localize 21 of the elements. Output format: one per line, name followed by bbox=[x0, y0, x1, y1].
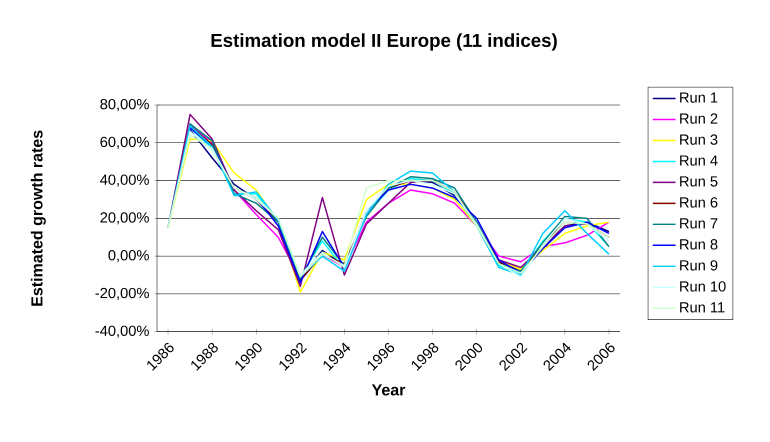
legend-label: Run 3 bbox=[680, 134, 718, 145]
y-tick-label: 0,00% bbox=[108, 250, 149, 262]
y-tick-label: 20,00% bbox=[100, 212, 149, 224]
legend-label: Run 1 bbox=[680, 92, 718, 103]
y-tick-label: -20,00% bbox=[95, 288, 149, 300]
legend-label: Run 4 bbox=[680, 155, 718, 166]
legend-label: Run 2 bbox=[680, 113, 718, 124]
legend-label: Run 7 bbox=[680, 218, 718, 228]
legend-label: Run 11 bbox=[680, 302, 724, 313]
y-axis-title: Estimated growth rates bbox=[30, 130, 46, 306]
x-axis-title: Year bbox=[372, 384, 406, 396]
y-tick-label: 60,00% bbox=[100, 136, 149, 149]
legend-label: Run 10 bbox=[680, 281, 726, 292]
y-tick-label: 80,00% bbox=[100, 98, 149, 112]
legend-label: Run 6 bbox=[680, 197, 718, 208]
y-tick-label: 40,00% bbox=[100, 174, 149, 187]
legend-label: Run 9 bbox=[680, 260, 718, 271]
chart-title: Estimation model II Europe (11 indices) bbox=[212, 33, 557, 51]
y-tick-label: -40,00% bbox=[95, 326, 149, 338]
legend-label: Run 5 bbox=[680, 176, 718, 187]
legend-label: Run 8 bbox=[680, 239, 718, 250]
